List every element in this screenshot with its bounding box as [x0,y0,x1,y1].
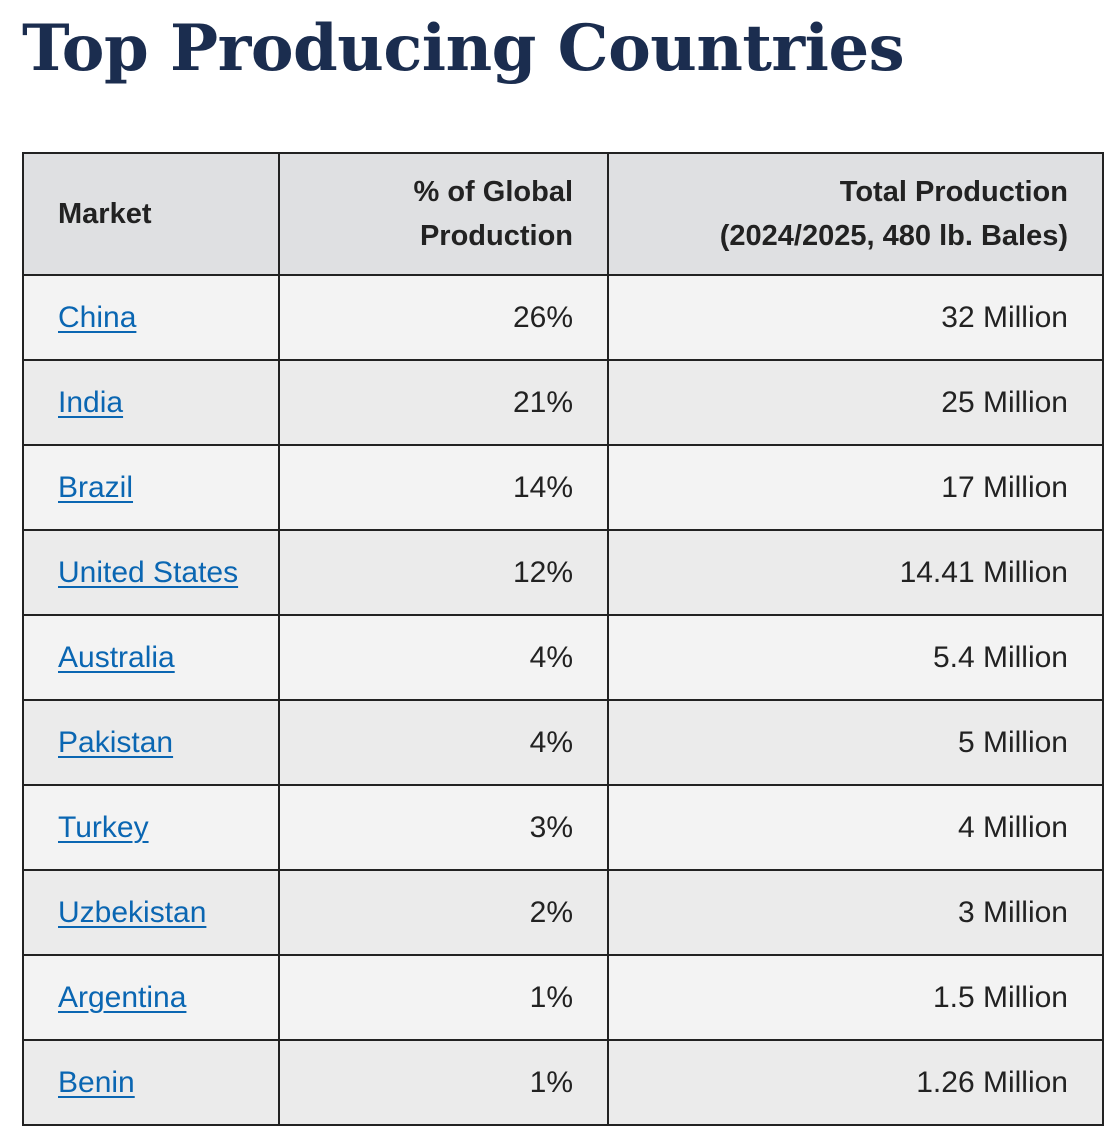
table-header-row: Market % of Global Production Total Prod… [22,152,1104,276]
header-global-pct-line1: % of Global [413,176,574,208]
market-cell: India [22,359,280,446]
market-cell: Pakistan [22,699,280,786]
table-row: Argentina 1% 1.5 Million [22,954,1104,1041]
market-link-argentina[interactable]: Argentina [58,980,187,1014]
market-link-united-states[interactable]: United States [58,555,239,589]
market-link-china[interactable]: China [58,300,137,334]
global-pct-cell: 3% [278,784,609,871]
market-cell: Turkey [22,784,280,871]
global-pct-cell: 1% [278,1039,609,1126]
market-link-uzbekistan[interactable]: Uzbekistan [58,895,207,929]
header-total-line2: (2024/2025, 480 lb. Bales) [719,220,1068,252]
market-link-brazil[interactable]: Brazil [58,470,134,504]
market-cell: Brazil [22,444,280,531]
table-row: Turkey 3% 4 Million [22,784,1104,871]
header-global-pct-line2: Production [419,220,573,252]
total-production-cell: 14.41 Million [607,529,1104,616]
total-production-cell: 5.4 Million [607,614,1104,701]
production-table: Market % of Global Production Total Prod… [22,152,1104,1126]
table-row: Pakistan 4% 5 Million [22,699,1104,786]
market-link-benin[interactable]: Benin [58,1065,135,1099]
table-row: India 21% 25 Million [22,359,1104,446]
global-pct-cell: 4% [278,614,609,701]
market-cell: Uzbekistan [22,869,280,956]
global-pct-cell: 2% [278,869,609,956]
total-production-cell: 25 Million [607,359,1104,446]
total-production-cell: 1.5 Million [607,954,1104,1041]
table-row: China 26% 32 Million [22,274,1104,361]
table-row: Benin 1% 1.26 Million [22,1039,1104,1126]
table-row: Australia 4% 5.4 Million [22,614,1104,701]
header-total-line1: Total Production [839,176,1068,208]
table-row: United States 12% 14.41 Million [22,529,1104,616]
table-row: Uzbekistan 2% 3 Million [22,869,1104,956]
total-production-cell: 3 Million [607,869,1104,956]
market-link-turkey[interactable]: Turkey [58,810,149,844]
total-production-cell: 32 Million [607,274,1104,361]
header-total-production: Total Production (2024/2025, 480 lb. Bal… [607,152,1104,276]
table-row: Brazil 14% 17 Million [22,444,1104,531]
market-cell: United States [22,529,280,616]
global-pct-cell: 26% [278,274,609,361]
total-production-cell: 1.26 Million [607,1039,1104,1126]
market-cell: Argentina [22,954,280,1041]
global-pct-cell: 12% [278,529,609,616]
global-pct-cell: 1% [278,954,609,1041]
total-production-cell: 4 Million [607,784,1104,871]
global-pct-cell: 14% [278,444,609,531]
header-market: Market [22,152,280,276]
market-cell: Australia [22,614,280,701]
header-market-label: Market [58,198,152,230]
global-pct-cell: 21% [278,359,609,446]
market-link-australia[interactable]: Australia [58,640,175,674]
total-production-cell: 5 Million [607,699,1104,786]
market-cell: Benin [22,1039,280,1126]
header-global-pct: % of Global Production [278,152,609,276]
page-title: Top Producing Countries [22,11,905,86]
total-production-cell: 17 Million [607,444,1104,531]
global-pct-cell: 4% [278,699,609,786]
market-cell: China [22,274,280,361]
market-link-india[interactable]: India [58,385,124,419]
market-link-pakistan[interactable]: Pakistan [58,725,174,759]
